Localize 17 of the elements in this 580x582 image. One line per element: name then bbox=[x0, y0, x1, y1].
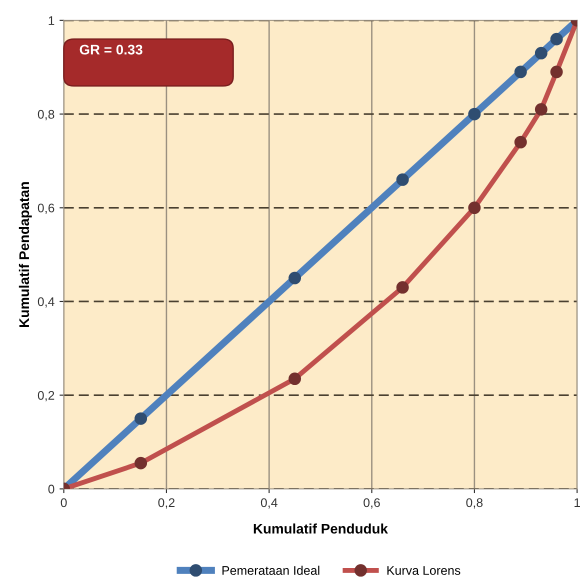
x-axis-title: Kumulatif Penduduk bbox=[254, 523, 388, 534]
y-axis-title: Kumulatif Pendapatan bbox=[18, 182, 32, 327]
x-tick-label: 0,2 bbox=[158, 498, 175, 509]
y-tick-label: 0,4 bbox=[38, 297, 54, 308]
y-tick-label: 0,2 bbox=[38, 390, 54, 402]
x-tick-label: 1 bbox=[574, 498, 580, 507]
y-tick-label: 0,8 bbox=[38, 110, 54, 120]
annotation: GR = 0.33 bbox=[80, 44, 142, 55]
x-tick-label: 0,6 bbox=[364, 498, 380, 509]
y-tick-label: 1 bbox=[48, 16, 54, 25]
legend-label: Kurva Lorens bbox=[387, 566, 460, 575]
x-tick-label: 0,4 bbox=[260, 498, 278, 509]
x-tick-label: 0 bbox=[60, 498, 67, 508]
y-tick-label: 0,6 bbox=[38, 204, 54, 214]
y-tick-label: 0 bbox=[48, 484, 54, 494]
legend-label: Pemerataan Ideal bbox=[222, 566, 320, 575]
x-tick-label: 0,8 bbox=[466, 498, 483, 509]
